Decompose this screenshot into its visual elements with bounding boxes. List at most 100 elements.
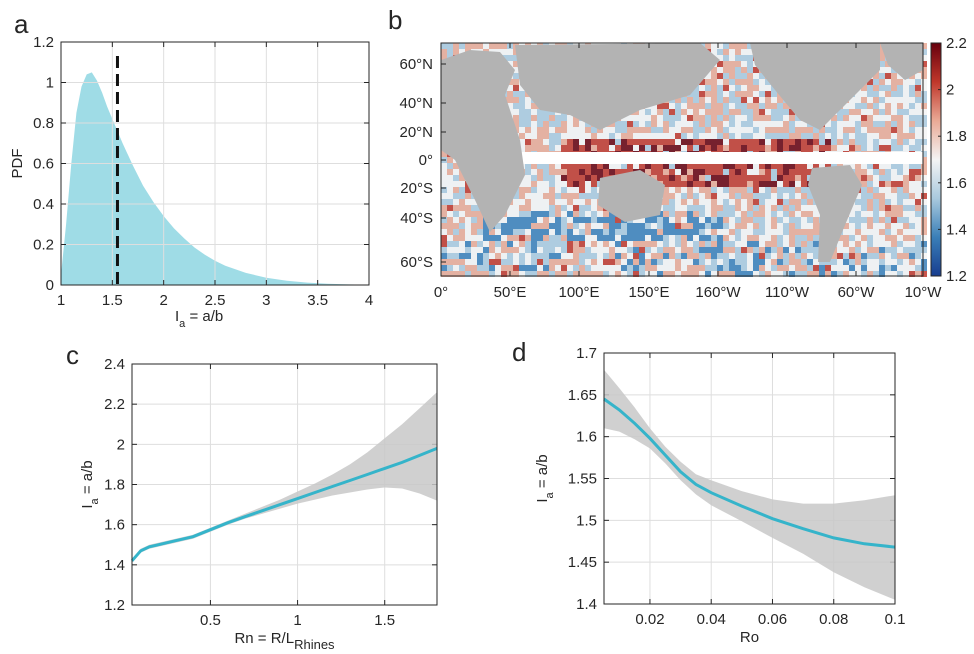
heat-cell bbox=[693, 253, 699, 259]
heat-cell bbox=[531, 187, 537, 193]
heat-cell bbox=[633, 127, 639, 133]
heat-cell bbox=[705, 199, 711, 205]
heat-cell bbox=[723, 43, 729, 49]
heat-cell bbox=[489, 247, 495, 253]
y-tick-label: 20°S bbox=[400, 180, 433, 197]
heat-cell bbox=[645, 259, 651, 265]
heat-cell bbox=[729, 121, 735, 127]
heat-cell bbox=[795, 121, 801, 127]
heat-cell bbox=[921, 97, 927, 103]
heat-cell bbox=[747, 67, 753, 73]
heat-cell bbox=[867, 259, 873, 265]
heat-cell bbox=[537, 169, 543, 175]
y-tick-label: 1.65 bbox=[568, 387, 597, 404]
heat-cell bbox=[603, 169, 609, 175]
heat-cell bbox=[789, 259, 795, 265]
heat-cell bbox=[825, 271, 831, 277]
x-axis-label-sub: a bbox=[179, 318, 186, 330]
heat-cell bbox=[597, 247, 603, 253]
heat-cell bbox=[849, 235, 855, 241]
heat-cell bbox=[747, 217, 753, 223]
heat-cell bbox=[771, 229, 777, 235]
heat-cell bbox=[687, 175, 693, 181]
heat-cell bbox=[915, 253, 921, 259]
heat-cell bbox=[903, 235, 909, 241]
heat-cell bbox=[795, 127, 801, 133]
heat-cell bbox=[861, 271, 867, 277]
heat-cell bbox=[699, 85, 705, 91]
heat-cell bbox=[525, 247, 531, 253]
heat-cell bbox=[891, 247, 897, 253]
heat-cell bbox=[717, 223, 723, 229]
heat-cell bbox=[663, 247, 669, 253]
heat-cell bbox=[891, 145, 897, 151]
heat-cell bbox=[783, 271, 789, 277]
heat-cell bbox=[627, 133, 633, 139]
heat-cell bbox=[867, 91, 873, 97]
heat-cell bbox=[801, 223, 807, 229]
heat-cell bbox=[867, 115, 873, 121]
heat-cell bbox=[621, 265, 627, 271]
heat-cell bbox=[885, 271, 891, 277]
heat-cell bbox=[597, 139, 603, 145]
heat-cell bbox=[891, 217, 897, 223]
heat-cell bbox=[627, 265, 633, 271]
heat-cell bbox=[597, 217, 603, 223]
heat-cell bbox=[855, 259, 861, 265]
heat-cell bbox=[699, 253, 705, 259]
heat-cell bbox=[759, 85, 765, 91]
heat-cell bbox=[693, 133, 699, 139]
heat-cell bbox=[465, 211, 471, 217]
heat-cell bbox=[801, 265, 807, 271]
heat-cell bbox=[729, 139, 735, 145]
heat-cell bbox=[669, 265, 675, 271]
heat-cell bbox=[555, 115, 561, 121]
mean-line bbox=[130, 447, 438, 562]
heat-cell bbox=[843, 127, 849, 133]
heat-cell bbox=[873, 79, 879, 85]
heat-cell bbox=[747, 115, 753, 121]
heat-cell bbox=[639, 163, 645, 169]
heat-cell bbox=[717, 139, 723, 145]
heat-cell bbox=[741, 73, 747, 79]
heat-cell bbox=[705, 211, 711, 217]
heat-cell bbox=[495, 247, 501, 253]
heat-cell bbox=[909, 217, 915, 223]
heat-cell bbox=[579, 265, 585, 271]
heat-cell bbox=[921, 163, 927, 169]
heat-cell bbox=[735, 91, 741, 97]
heat-cell bbox=[549, 145, 555, 151]
heat-cell bbox=[921, 193, 927, 199]
heat-cell bbox=[615, 217, 621, 223]
heat-cell bbox=[519, 133, 525, 139]
heat-cell bbox=[789, 253, 795, 259]
heat-cell bbox=[477, 229, 483, 235]
heat-cell bbox=[759, 103, 765, 109]
heat-cell bbox=[897, 145, 903, 151]
heat-cell bbox=[771, 241, 777, 247]
heat-cell bbox=[759, 91, 765, 97]
heat-cell bbox=[657, 145, 663, 151]
heat-cell bbox=[723, 223, 729, 229]
heat-cell bbox=[711, 199, 717, 205]
heat-cell bbox=[759, 169, 765, 175]
heat-cell bbox=[519, 223, 525, 229]
heat-cell bbox=[513, 73, 519, 79]
heat-cell bbox=[597, 205, 603, 211]
y-tick-label: 1.7 bbox=[576, 345, 597, 362]
heat-cell bbox=[459, 187, 465, 193]
heat-cell bbox=[543, 181, 549, 187]
heat-cell bbox=[693, 103, 699, 109]
heat-cell bbox=[705, 121, 711, 127]
heat-cell bbox=[861, 241, 867, 247]
heat-cell bbox=[861, 247, 867, 253]
heat-cell bbox=[789, 247, 795, 253]
heat-cell bbox=[849, 103, 855, 109]
heat-cell bbox=[813, 163, 819, 169]
heat-cell bbox=[813, 217, 819, 223]
heat-cell bbox=[891, 97, 897, 103]
heat-cell bbox=[735, 187, 741, 193]
heat-cell bbox=[897, 85, 903, 91]
heat-cell bbox=[777, 265, 783, 271]
heat-cell bbox=[753, 79, 759, 85]
